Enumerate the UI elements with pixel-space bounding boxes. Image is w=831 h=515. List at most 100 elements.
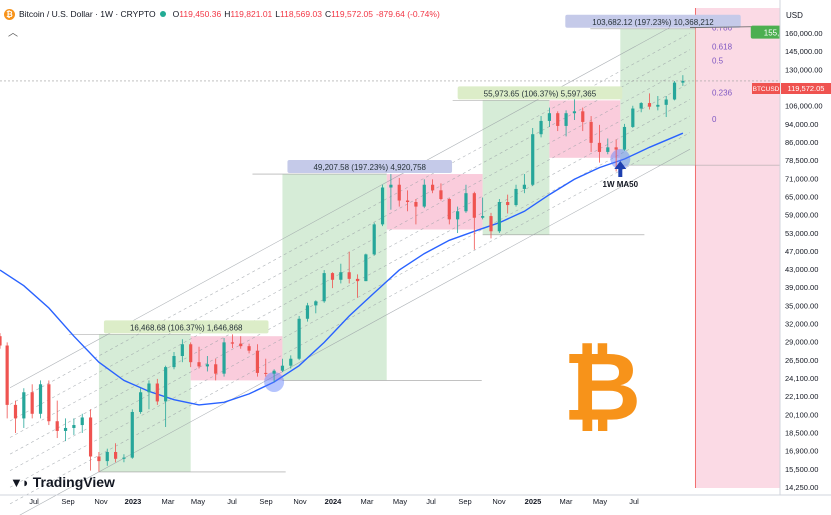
candle-body-55 — [447, 199, 451, 220]
candle-body-30 — [239, 343, 243, 347]
price-tick-12: 53,000.00 — [785, 229, 818, 238]
candle-body-11 — [80, 417, 84, 426]
candle-body-63 — [514, 188, 518, 206]
fib-level-0: 0 — [712, 115, 717, 124]
candle-body-76 — [622, 126, 627, 150]
candle-body-15 — [113, 451, 118, 459]
time-tick-14: Sep — [458, 497, 471, 506]
fib-level-0.5: 0.5 — [712, 57, 724, 66]
rally-label-2-bg — [287, 160, 453, 174]
tradingview-logo[interactable]: ▼◗ TradingView — [10, 474, 115, 490]
candle-body-54 — [439, 190, 443, 200]
price-tick-3: 130,000.00 — [785, 65, 823, 74]
ma50-arrow-icon — [614, 161, 627, 178]
symbol-title[interactable]: Bitcoin / U.S. Dollar · 1W · CRYPTO — [19, 9, 156, 19]
candle-body-65 — [531, 134, 535, 185]
fib-level-0.618: 0.618 — [712, 43, 733, 52]
price-tick-18: 29,000.00 — [785, 338, 818, 347]
candle-body-66 — [539, 120, 543, 135]
candle-body-20 — [155, 383, 159, 402]
candle-body-50 — [405, 200, 410, 203]
candle-body-41 — [330, 273, 335, 280]
time-tick-7: Jul — [227, 497, 237, 506]
projection-zone — [695, 8, 780, 488]
price-tick-17: 32,000.00 — [785, 320, 818, 329]
ma50-label: 1W MA50 — [603, 180, 639, 189]
price-tick-26: 14,250.00 — [785, 483, 818, 492]
candle-body-28 — [222, 342, 226, 374]
candle-body-39 — [314, 301, 318, 306]
time-tick-5: Mar — [162, 497, 175, 506]
candle-body-18 — [139, 392, 143, 412]
candle-body-27 — [214, 364, 218, 374]
price-tick-10: 65,000.00 — [785, 192, 818, 201]
candle-body-44 — [355, 278, 360, 282]
candle-body-75 — [614, 147, 618, 150]
rally-label-4: 103,682.12 (197.23%) 10,368,212 — [592, 18, 714, 27]
candle-body-36 — [289, 358, 293, 366]
ma50-line — [0, 132, 684, 406]
rally-label-3: 55,973.65 (106.37%) 5,597,365 — [484, 89, 597, 98]
price-tick-5: 106,000.00 — [785, 102, 823, 111]
candle-body-14 — [105, 451, 109, 462]
candle-body-62 — [506, 202, 510, 206]
candle-body-53 — [431, 184, 435, 191]
candle-body-74 — [606, 147, 610, 152]
candle-body-51 — [414, 202, 418, 207]
price-tick-22: 20,100.00 — [785, 410, 818, 419]
candle-body-40 — [322, 273, 326, 302]
collapse-chevron-icon[interactable]: ︿ — [8, 28, 18, 39]
candle-body-2 — [5, 345, 9, 405]
candle-body-34 — [272, 370, 276, 374]
price-tick-15: 39,000.00 — [785, 283, 818, 292]
candle-body-9 — [63, 427, 68, 431]
time-tick-19: Jul — [629, 497, 639, 506]
candle-body-59 — [481, 216, 485, 218]
candle-body-25 — [197, 362, 201, 367]
candle-body-26 — [205, 364, 209, 367]
candle-body-81 — [664, 99, 668, 105]
time-tick-6: May — [191, 497, 205, 506]
candle-body-80 — [656, 104, 660, 107]
candle-body-52 — [422, 184, 426, 207]
candle-body-38 — [305, 305, 310, 319]
rally-label-1: 16,468.68 (106.37%) 1,646,868 — [130, 323, 243, 332]
candle-body-10 — [72, 425, 76, 428]
candle-body-58 — [472, 193, 476, 218]
time-tick-15: Nov — [492, 497, 506, 506]
time-tick-10: 2024 — [325, 497, 343, 506]
candle-body-4 — [22, 392, 26, 419]
candle-body-79 — [647, 103, 652, 107]
candle-body-69 — [564, 113, 568, 126]
price-tick-25: 15,500.00 — [785, 465, 818, 474]
candle-body-6 — [38, 384, 43, 414]
price-tick-24: 16,900.00 — [785, 447, 818, 456]
ohlc-high: H119,821.01 — [224, 9, 273, 19]
rally-label-1-bg — [103, 320, 269, 334]
current-symbol-tag-bg — [752, 83, 780, 94]
candle-body-8 — [55, 421, 59, 431]
candle-body-67 — [547, 113, 551, 121]
rally-label-4-bg — [565, 14, 741, 28]
price-tick-1: 160,000.00 — [785, 29, 823, 38]
price-tick-11: 59,000.00 — [785, 211, 818, 220]
candle-body-68 — [556, 113, 560, 126]
price-tick-21: 22,100.00 — [785, 392, 818, 401]
target-arrow — [689, 26, 761, 28]
time-tick-17: Mar — [560, 497, 573, 506]
candle-body-47 — [380, 187, 385, 225]
price-tick-7: 86,000.00 — [785, 138, 818, 147]
candle-body-46 — [372, 224, 376, 255]
fib-level-0.786: 0.786 — [712, 24, 733, 33]
candle-body-16 — [122, 457, 126, 459]
candle-body-35 — [280, 365, 285, 371]
tradingview-logo-text: TradingView — [32, 474, 115, 490]
candle-body-24 — [189, 344, 193, 363]
time-tick-18: May — [593, 497, 607, 506]
candle-body-49 — [397, 184, 401, 201]
candle-body-22 — [172, 356, 176, 368]
price-tick-13: 47,000.00 — [785, 247, 818, 256]
price-tick-2: 145,000.00 — [785, 47, 823, 56]
candle-body-31 — [247, 346, 251, 351]
